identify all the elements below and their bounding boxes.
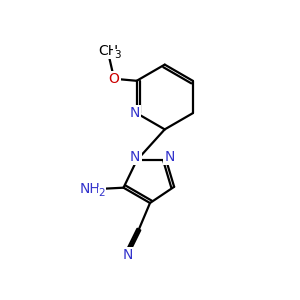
Text: CH: CH bbox=[98, 44, 118, 58]
Text: 3: 3 bbox=[114, 50, 120, 60]
Text: O: O bbox=[109, 72, 119, 86]
Text: N: N bbox=[122, 248, 133, 262]
Text: NH: NH bbox=[79, 182, 100, 196]
Text: N: N bbox=[164, 150, 175, 164]
Text: N: N bbox=[130, 150, 140, 164]
Text: 2: 2 bbox=[99, 188, 105, 198]
Text: N: N bbox=[129, 106, 140, 120]
